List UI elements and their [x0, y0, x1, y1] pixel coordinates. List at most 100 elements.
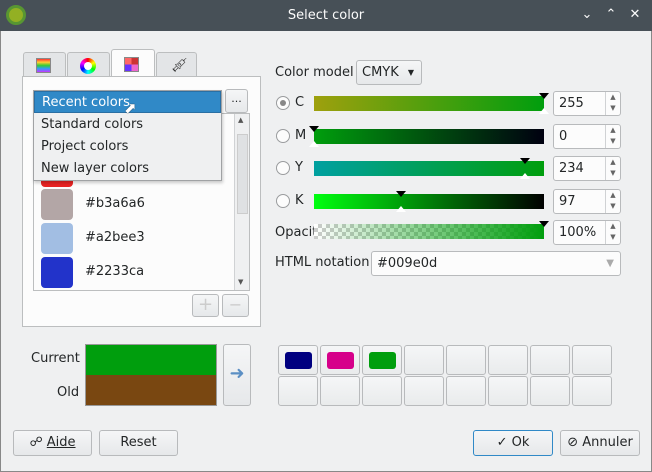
- help-label: Aide: [46, 435, 76, 450]
- old-color[interactable]: [86, 375, 216, 405]
- color-model-value: CMYK: [362, 65, 399, 80]
- reset-button[interactable]: Reset: [99, 430, 178, 456]
- slider-handle[interactable]: [539, 221, 549, 227]
- title-bar: Select color ⌄ ⌃ ✕: [0, 0, 652, 31]
- channel-slider[interactable]: [314, 190, 544, 212]
- tab-swatches[interactable]: [111, 49, 155, 77]
- swatch-cell[interactable]: [278, 345, 318, 375]
- swatch-cell[interactable]: [530, 376, 570, 406]
- color-swatch[interactable]: [41, 189, 73, 220]
- swatch-cell[interactable]: [488, 376, 528, 406]
- swatch-color: [285, 352, 312, 369]
- palette-dropdown[interactable]: Recent colors Standard colors Project co…: [33, 90, 222, 181]
- swatch-cell[interactable]: [572, 376, 612, 406]
- add-color-button[interactable]: +: [192, 294, 219, 317]
- channel-label: C: [295, 95, 305, 110]
- opacity-label: Opacity: [275, 225, 326, 240]
- channel-slider[interactable]: [309, 125, 544, 147]
- color-swatch[interactable]: [41, 257, 73, 288]
- swatch-cell[interactable]: [488, 345, 528, 375]
- swatch-cell[interactable]: [320, 345, 360, 375]
- palette-option[interactable]: Project colors: [41, 139, 129, 154]
- swatch-cell[interactable]: [404, 376, 444, 406]
- ok-label: Ok: [511, 435, 530, 450]
- channel-spinbox[interactable]: 0 ▲ ▼: [553, 123, 621, 149]
- swatch-cell[interactable]: [572, 345, 612, 375]
- cancel-button[interactable]: ⊘ Annuler: [560, 430, 640, 456]
- window-title: Select color: [287, 8, 365, 23]
- tab-eyedropper[interactable]: 💉︎: [156, 52, 197, 77]
- chevron-down-icon[interactable]: ▼: [606, 258, 614, 269]
- color-model-select[interactable]: CMYK ▼: [356, 60, 422, 85]
- channel-value: 255: [559, 96, 584, 111]
- slider-handle[interactable]: [309, 125, 319, 132]
- swatch-color: [369, 352, 396, 369]
- minimize-icon[interactable]: ⌄: [581, 7, 593, 22]
- channel-slider[interactable]: [314, 93, 549, 114]
- color-ramp-icon: [36, 58, 51, 73]
- swatch-cell[interactable]: [446, 376, 486, 406]
- slider-handle[interactable]: [539, 93, 549, 99]
- html-notation-value: #009e0d: [377, 256, 438, 271]
- color-swatch[interactable]: [41, 290, 73, 291]
- swatch-cell[interactable]: [320, 376, 360, 406]
- maximize-icon[interactable]: ⌃: [605, 7, 617, 22]
- ok-button[interactable]: ✓ Ok: [473, 430, 553, 456]
- channel-radio[interactable]: [276, 128, 290, 143]
- swatch-cell[interactable]: [404, 345, 444, 375]
- color-label: #a2bee3: [85, 230, 145, 245]
- channel-value: 234: [559, 161, 584, 176]
- channel-label: M: [295, 127, 307, 143]
- channel-value: 97: [559, 193, 576, 209]
- html-notation-input[interactable]: #009e0d ▼: [371, 251, 621, 276]
- scrollbar-thumb[interactable]: [237, 134, 248, 214]
- channel-value: 0: [559, 128, 568, 144]
- opacity-spinbox[interactable]: 100% ▲ ▼: [553, 220, 621, 245]
- channel-slider[interactable]: [314, 158, 544, 179]
- slider-handle-bottom: [539, 108, 549, 114]
- scrollbar[interactable]: ▲ ▼: [234, 114, 249, 290]
- swatch-cell[interactable]: [530, 345, 570, 375]
- channel-spinbox[interactable]: 234 ▲ ▼: [553, 156, 621, 181]
- opacity-slider[interactable]: [314, 221, 549, 239]
- slider-handle-bottom: [396, 205, 407, 212]
- slider-handle[interactable]: [396, 190, 407, 197]
- swatch-color: [327, 352, 354, 369]
- channel-label: K: [295, 192, 304, 208]
- palette-option[interactable]: Recent colors: [34, 91, 221, 113]
- slider-handle-bottom: [520, 173, 531, 179]
- tab-color-wheel[interactable]: [67, 52, 110, 77]
- tab-color-ramp[interactable]: [23, 52, 66, 77]
- arrow-right-icon: ➜: [229, 363, 245, 384]
- color-model-label: Color model: [275, 65, 354, 80]
- swatch-cell[interactable]: [446, 345, 486, 375]
- color-wheel-icon: [80, 58, 96, 74]
- opacity-value: 100%: [559, 225, 597, 240]
- slider-handle[interactable]: [520, 158, 531, 164]
- palette-option[interactable]: Standard colors: [41, 117, 144, 132]
- color-label: #b3a6a6: [85, 196, 145, 211]
- color-swatch[interactable]: [41, 223, 73, 254]
- channel-radio[interactable]: [276, 96, 290, 110]
- channel-label: Y: [295, 160, 303, 175]
- remove-color-button[interactable]: −: [222, 294, 249, 317]
- color-label: #2233ca: [85, 264, 145, 279]
- channel-radio[interactable]: [276, 193, 290, 208]
- swatch-cell[interactable]: [362, 345, 402, 375]
- html-notation-label: HTML notation: [275, 255, 370, 270]
- close-icon[interactable]: ✕: [629, 7, 641, 22]
- swatch-cell[interactable]: [278, 376, 318, 406]
- cancel-label: Annuler: [582, 435, 633, 450]
- mouse-cursor-icon: ⬈: [124, 99, 137, 117]
- palette-menu-button[interactable]: ...: [225, 89, 248, 113]
- channel-radio[interactable]: [276, 161, 290, 175]
- palette-option[interactable]: New layer colors: [41, 161, 150, 176]
- swatch-cell[interactable]: [362, 376, 402, 406]
- eyedropper-icon: 💉︎: [170, 56, 190, 74]
- help-button[interactable]: ☍ Aide: [13, 430, 92, 456]
- current-label: Current: [31, 351, 80, 366]
- current-color: [86, 345, 216, 375]
- channel-spinbox[interactable]: 97 ▲ ▼: [553, 188, 621, 214]
- add-to-swatches-button[interactable]: ➜: [223, 344, 251, 406]
- channel-spinbox[interactable]: 255 ▲ ▼: [553, 91, 621, 116]
